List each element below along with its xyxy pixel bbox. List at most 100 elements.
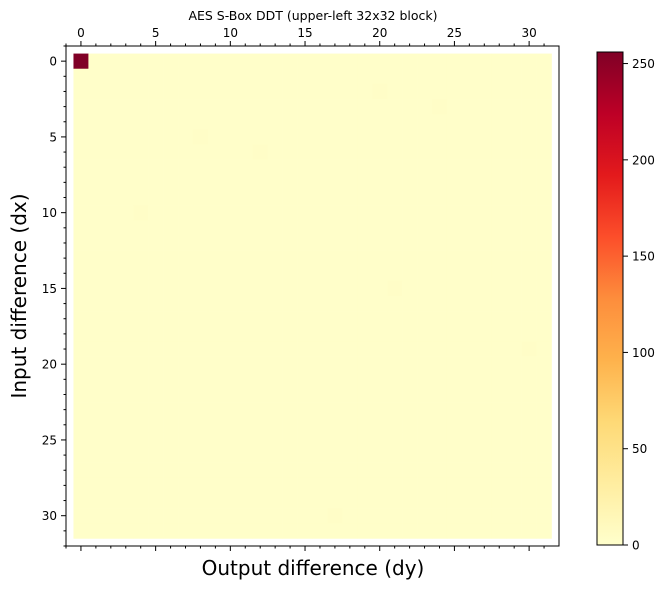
- heatmap-cell: [387, 205, 403, 221]
- heatmap-cell: [163, 220, 179, 236]
- heatmap-cell: [148, 144, 164, 160]
- heatmap-cell: [476, 174, 493, 191]
- heatmap-cell: [178, 99, 194, 115]
- heatmap-cell: [432, 159, 448, 176]
- heatmap-cell: [207, 402, 224, 418]
- heatmap-cell: [536, 159, 552, 176]
- heatmap-cell: [432, 174, 448, 191]
- heatmap-cell: [297, 462, 313, 479]
- heatmap-cell: [148, 417, 164, 433]
- heatmap-cell: [148, 432, 164, 448]
- heatmap-cell: [237, 99, 254, 115]
- heatmap-cell: [163, 311, 179, 327]
- heatmap-cell: [312, 220, 328, 236]
- heatmap-cell: [88, 402, 104, 418]
- heatmap-cell: [327, 83, 343, 100]
- heatmap-cell: [237, 462, 254, 479]
- heatmap-cell: [73, 174, 89, 191]
- heatmap-cell: [148, 265, 164, 282]
- heatmap-cell: [402, 356, 418, 373]
- heatmap-cell: [387, 114, 403, 130]
- heatmap-cell: [163, 235, 179, 251]
- heatmap-cell: [491, 205, 508, 221]
- x-axis-ticks: 0 5 10 15 20 25 30: [65, 26, 545, 551]
- heatmap-cell: [103, 311, 119, 327]
- heatmap-cell: [476, 99, 493, 115]
- heatmap-cell: [327, 174, 343, 191]
- x-tick-label: 15: [297, 26, 312, 40]
- heatmap-cell: [297, 280, 313, 297]
- heatmap-cell: [461, 280, 478, 297]
- heatmap-cell: [282, 341, 298, 357]
- heatmap-cell: [103, 250, 119, 266]
- heatmap-cell: [133, 477, 149, 494]
- heatmap-cell: [446, 220, 463, 236]
- heatmap-cell: [506, 205, 522, 221]
- heatmap-cell: [312, 311, 328, 327]
- heatmap-cell: [491, 159, 508, 176]
- heatmap-cell: [237, 280, 254, 297]
- heatmap-cell: [327, 341, 343, 357]
- heatmap-cell: [88, 477, 104, 494]
- heatmap-cell: [88, 129, 104, 145]
- heatmap-cell: [133, 189, 149, 206]
- heatmap-cell: [342, 492, 358, 509]
- heatmap-cell: [192, 462, 209, 479]
- heatmap-cell: [222, 280, 239, 297]
- heatmap-cell: [163, 68, 179, 85]
- heatmap-cell: [372, 159, 388, 176]
- heatmap-cell: [148, 523, 164, 539]
- heatmap-cell: [327, 129, 343, 145]
- heatmap-cell: [118, 265, 134, 282]
- heatmap-cell: [536, 114, 552, 130]
- heatmap-cell: [357, 189, 373, 206]
- heatmap-cell: [491, 371, 508, 388]
- heatmap-cell: [118, 356, 134, 373]
- heatmap-cell: [207, 311, 224, 327]
- heatmap-cell: [88, 341, 104, 357]
- heatmap-cell: [536, 341, 552, 357]
- heatmap-cell: [222, 508, 239, 524]
- heatmap-cell: [417, 205, 433, 221]
- heatmap-cell: [387, 311, 403, 327]
- heatmap-cell: [461, 53, 478, 70]
- heatmap-cell: [148, 235, 164, 251]
- heatmap-cell: [267, 68, 283, 85]
- heatmap-cell: [342, 311, 358, 327]
- heatmap-cell: [237, 311, 254, 327]
- heatmap-cell: [192, 311, 209, 327]
- heatmap-cell: [192, 68, 209, 85]
- heatmap-cell: [103, 235, 119, 251]
- heatmap-cell: [342, 341, 358, 357]
- heatmap-cell: [178, 326, 194, 342]
- heatmap-cell: [312, 129, 328, 145]
- heatmap-cell: [73, 189, 89, 206]
- heatmap-cell: [312, 296, 328, 312]
- heatmap-cell: [222, 432, 239, 448]
- heatmap-cell: [446, 508, 463, 524]
- heatmap-cell: [476, 159, 493, 176]
- heatmap-cell: [327, 326, 343, 342]
- heatmap-cell: [192, 477, 209, 494]
- heatmap-cell: [148, 68, 164, 85]
- heatmap-cell: [148, 477, 164, 494]
- heatmap-cell: [387, 523, 403, 539]
- heatmap-cell: [387, 477, 403, 494]
- heatmap-cell: [432, 144, 448, 160]
- heatmap-cell: [506, 250, 522, 266]
- heatmap-cell: [387, 326, 403, 342]
- heatmap-cell: [506, 492, 522, 509]
- heatmap-cell: [491, 280, 508, 297]
- heatmap-cell: [178, 144, 194, 160]
- heatmap-cell: [207, 265, 224, 282]
- heatmap-cell: [282, 417, 298, 433]
- heatmap-cell: [372, 447, 388, 463]
- heatmap-cell: [327, 402, 343, 418]
- heatmap-cell: [432, 265, 448, 282]
- heatmap-cell: [73, 326, 89, 342]
- heatmap-cell: [297, 523, 313, 539]
- heatmap-cell: [446, 402, 463, 418]
- heatmap-cell: [417, 68, 433, 85]
- heatmap-cell: [267, 114, 283, 130]
- heatmap-cell: [252, 220, 268, 236]
